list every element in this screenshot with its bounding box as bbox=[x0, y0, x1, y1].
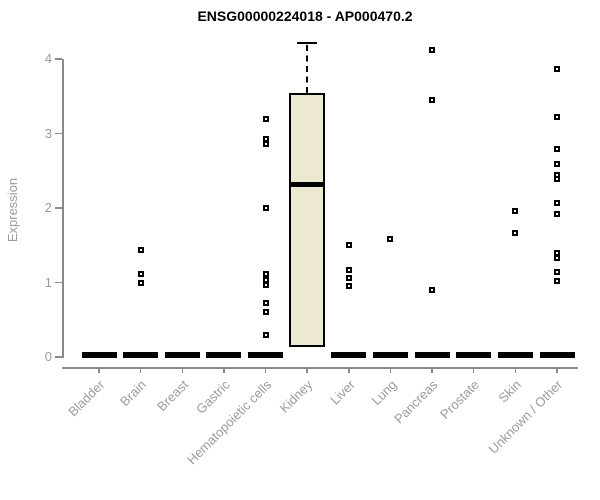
collapsed-box-skin bbox=[497, 352, 533, 358]
y-tick-3 bbox=[55, 132, 62, 135]
y-tick-2 bbox=[55, 207, 62, 209]
collapsed-box-brain bbox=[123, 352, 159, 358]
x-tick-lung bbox=[389, 367, 392, 373]
outlier-point-unknown-other bbox=[554, 175, 560, 182]
outlier-point-hematopoietic-cells bbox=[262, 116, 269, 123]
x-tick-kidney bbox=[306, 367, 308, 373]
y-tick-label-2: 2 bbox=[44, 200, 52, 215]
outlier-point-brain bbox=[137, 279, 144, 286]
y-tick-label-0: 0 bbox=[44, 349, 52, 364]
x-tick-label-unknown-other: Unknown / Other bbox=[486, 377, 566, 457]
outlier-point-liver bbox=[345, 242, 352, 249]
outlier-point-unknown-other bbox=[554, 269, 560, 276]
x-tick-hematopoietic-cells bbox=[264, 367, 267, 373]
collapsed-box-bladder bbox=[81, 352, 117, 358]
outlier-point-hematopoietic-cells bbox=[262, 309, 269, 316]
collapsed-box-unknown-other bbox=[539, 352, 575, 358]
outlier-point-unknown-other bbox=[554, 249, 560, 256]
median-line-kidney bbox=[289, 181, 326, 187]
x-tick-label-breast: Breast bbox=[153, 377, 191, 415]
x-tick-brain bbox=[139, 367, 142, 373]
y-tick-label-4: 4 bbox=[44, 51, 52, 66]
collapsed-box-pancreas bbox=[414, 352, 450, 358]
x-tick-label-kidney: Kidney bbox=[277, 377, 316, 416]
outlier-point-liver bbox=[345, 266, 352, 273]
outlier-point-hematopoietic-cells bbox=[262, 140, 269, 147]
box-kidney bbox=[289, 93, 326, 347]
x-tick-label-gastric: Gastric bbox=[192, 377, 233, 417]
chart-title: ENSG00000224018 - AP000470.2 bbox=[197, 8, 413, 24]
outlier-point-hematopoietic-cells bbox=[262, 300, 269, 307]
x-tick-prostate bbox=[472, 367, 475, 373]
outlier-point-liver bbox=[345, 275, 352, 282]
outlier-point-unknown-other bbox=[554, 199, 560, 206]
collapsed-box-hematopoietic-cells bbox=[248, 352, 284, 358]
x-tick-label-bladder: Bladder bbox=[65, 377, 108, 420]
collapsed-box-gastric bbox=[206, 352, 242, 358]
outlier-point-hematopoietic-cells bbox=[262, 271, 269, 278]
y-tick-label-3: 3 bbox=[44, 125, 52, 141]
outlier-point-unknown-other bbox=[554, 146, 560, 153]
x-tick-label-skin: Skin bbox=[495, 377, 524, 406]
x-tick-label-prostate: Prostate bbox=[437, 377, 483, 422]
y-tick-1 bbox=[55, 281, 62, 284]
x-axis-line bbox=[62, 367, 578, 369]
upper-whisker-kidney bbox=[306, 44, 309, 94]
collapsed-box-prostate bbox=[456, 352, 492, 358]
y-axis-line bbox=[62, 59, 64, 358]
x-tick-unknown-other bbox=[556, 367, 558, 373]
y-tick-4 bbox=[55, 58, 62, 60]
collapsed-box-lung bbox=[372, 352, 408, 358]
x-tick-label-brain: Brain bbox=[117, 377, 150, 410]
outlier-point-unknown-other bbox=[554, 254, 560, 261]
outlier-point-unknown-other bbox=[554, 161, 560, 168]
outlier-point-unknown-other bbox=[554, 278, 560, 284]
x-tick-label-lung: Lung bbox=[368, 377, 400, 409]
x-tick-liver bbox=[348, 367, 350, 373]
outlier-point-skin bbox=[512, 230, 519, 237]
outlier-point-liver bbox=[345, 283, 352, 290]
y-tick-label-1: 1 bbox=[44, 274, 52, 290]
outlier-point-brain bbox=[137, 246, 144, 253]
outlier-point-hematopoietic-cells bbox=[262, 276, 269, 283]
outlier-point-unknown-other bbox=[554, 65, 560, 72]
collapsed-box-liver bbox=[331, 352, 367, 358]
outlier-point-hematopoietic-cells bbox=[262, 135, 269, 142]
outlier-point-pancreas bbox=[429, 47, 436, 54]
y-tick-0 bbox=[55, 356, 62, 358]
outlier-point-brain bbox=[137, 270, 144, 277]
whisker-cap-kidney bbox=[297, 41, 318, 45]
outlier-point-unknown-other bbox=[554, 114, 560, 121]
outlier-point-hematopoietic-cells bbox=[262, 205, 269, 211]
outlier-point-pancreas bbox=[429, 96, 436, 103]
outlier-point-lung bbox=[387, 236, 394, 243]
x-tick-gastric bbox=[223, 367, 225, 373]
x-tick-skin bbox=[514, 367, 517, 373]
x-tick-bladder bbox=[98, 367, 100, 373]
x-tick-label-liver: Liver bbox=[326, 377, 358, 408]
outlier-point-hematopoietic-cells bbox=[262, 332, 269, 339]
outlier-point-skin bbox=[512, 207, 519, 214]
outlier-point-unknown-other bbox=[554, 210, 560, 217]
x-tick-pancreas bbox=[431, 367, 433, 373]
x-tick-breast bbox=[181, 367, 184, 373]
outlier-point-hematopoietic-cells bbox=[262, 281, 269, 288]
outlier-point-pancreas bbox=[429, 286, 436, 293]
collapsed-box-breast bbox=[164, 352, 200, 358]
x-tick-label-pancreas: Pancreas bbox=[391, 377, 441, 427]
